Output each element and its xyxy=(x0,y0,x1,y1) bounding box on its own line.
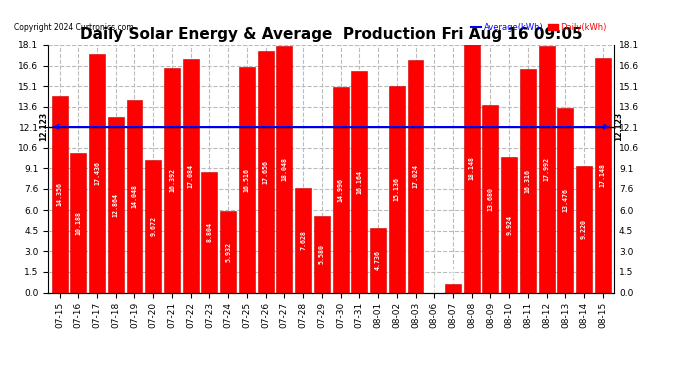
Bar xyxy=(445,284,461,292)
Text: 10.188: 10.188 xyxy=(75,211,81,235)
Bar xyxy=(464,44,480,292)
Text: 12.864: 12.864 xyxy=(112,192,119,216)
Bar xyxy=(201,172,217,292)
Text: 15.136: 15.136 xyxy=(394,177,400,201)
Text: 18.048: 18.048 xyxy=(282,157,287,181)
Bar xyxy=(220,211,236,292)
Bar xyxy=(388,86,405,292)
Text: 5.580: 5.580 xyxy=(319,244,325,264)
Bar xyxy=(539,46,555,292)
Bar xyxy=(146,160,161,292)
Text: 14.356: 14.356 xyxy=(57,182,63,206)
Bar xyxy=(295,188,311,292)
Text: 16.392: 16.392 xyxy=(169,168,175,192)
Text: 12.123: 12.123 xyxy=(614,112,623,141)
Text: 14.996: 14.996 xyxy=(337,178,344,202)
Bar xyxy=(370,228,386,292)
Bar xyxy=(257,51,274,292)
Text: 16.164: 16.164 xyxy=(356,170,362,194)
Text: 17.992: 17.992 xyxy=(544,158,550,182)
Text: 16.316: 16.316 xyxy=(525,169,531,193)
Bar xyxy=(183,59,199,292)
Text: 8.804: 8.804 xyxy=(206,222,213,242)
Bar xyxy=(520,69,536,292)
Bar xyxy=(351,72,367,292)
Text: 13.476: 13.476 xyxy=(562,188,569,212)
Text: 9.672: 9.672 xyxy=(150,216,156,236)
Text: 14.048: 14.048 xyxy=(132,184,137,209)
Bar xyxy=(501,157,517,292)
Text: 16.516: 16.516 xyxy=(244,168,250,192)
Bar xyxy=(558,108,573,292)
Bar xyxy=(89,54,105,292)
Text: 18.148: 18.148 xyxy=(469,156,475,180)
Text: 9.220: 9.220 xyxy=(581,219,587,240)
Text: 0.000: 0.000 xyxy=(431,272,437,292)
Bar xyxy=(595,58,611,292)
Text: 17.656: 17.656 xyxy=(263,160,268,184)
Text: 7.628: 7.628 xyxy=(300,230,306,251)
Bar xyxy=(239,67,255,292)
Text: 9.924: 9.924 xyxy=(506,214,512,235)
Bar xyxy=(277,46,293,292)
Bar xyxy=(408,60,424,292)
Bar xyxy=(333,87,348,292)
Text: 17.436: 17.436 xyxy=(94,161,100,185)
Legend: Average(kWh), Daily(kWh): Average(kWh), Daily(kWh) xyxy=(468,20,610,35)
Bar xyxy=(70,153,86,292)
Text: 17.084: 17.084 xyxy=(188,164,194,188)
Bar xyxy=(576,166,592,292)
Text: 17.024: 17.024 xyxy=(413,164,419,188)
Text: 0.636: 0.636 xyxy=(450,262,456,282)
Bar xyxy=(126,100,142,292)
Bar xyxy=(314,216,330,292)
Text: 17.148: 17.148 xyxy=(600,163,606,187)
Bar xyxy=(108,117,124,292)
Text: 13.680: 13.680 xyxy=(487,187,493,211)
Bar xyxy=(52,96,68,292)
Text: Copyright 2024 Curtronics.com: Copyright 2024 Curtronics.com xyxy=(14,23,134,32)
Bar xyxy=(164,68,180,292)
Text: 12.123: 12.123 xyxy=(39,112,48,141)
Text: 4.736: 4.736 xyxy=(375,250,381,270)
Text: 5.932: 5.932 xyxy=(225,242,231,262)
Title: Daily Solar Energy & Average  Production Fri Aug 16 09:05: Daily Solar Energy & Average Production … xyxy=(80,27,582,42)
Bar xyxy=(482,105,498,292)
